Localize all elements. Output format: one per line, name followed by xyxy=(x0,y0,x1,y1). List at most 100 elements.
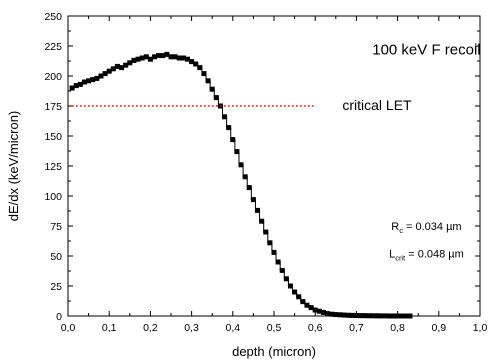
y-tick-label: 175 xyxy=(44,101,62,113)
data-point xyxy=(308,305,314,311)
data-point xyxy=(226,125,232,131)
x-tick-label: 0,3 xyxy=(184,322,199,334)
range-annotation: Rc = 0.034 µm xyxy=(391,221,461,235)
data-point xyxy=(156,53,162,59)
data-point xyxy=(238,162,244,168)
data-point xyxy=(209,86,215,92)
data-point xyxy=(189,59,195,65)
critical-length-annotation: Lcrit = 0.048 µm xyxy=(389,249,464,263)
data-point xyxy=(283,276,289,282)
data-point xyxy=(102,71,108,77)
x-tick-label: 0,4 xyxy=(225,322,240,334)
data-point xyxy=(250,197,256,203)
data-point xyxy=(267,240,273,246)
chart-annotation-recoil: 100 keV F recoil xyxy=(372,42,480,59)
data-point xyxy=(94,75,100,81)
data-point xyxy=(98,73,104,79)
data-point xyxy=(300,299,306,305)
y-tick-label: 25 xyxy=(50,281,62,293)
data-point xyxy=(184,56,190,62)
x-tick-label: 0,8 xyxy=(390,322,405,334)
data-point xyxy=(110,66,116,72)
y-tick-label: 150 xyxy=(44,131,62,143)
x-tick-label: 0,9 xyxy=(431,322,446,334)
data-point xyxy=(292,289,298,295)
data-point xyxy=(316,308,322,314)
data-point xyxy=(333,312,339,318)
data-point xyxy=(131,57,137,63)
x-tick-label: 0,2 xyxy=(143,322,158,334)
data-point xyxy=(329,311,335,317)
data-point xyxy=(222,114,228,120)
data-point xyxy=(69,85,75,91)
data-point xyxy=(246,185,252,191)
data-series-step xyxy=(70,53,413,317)
x-tick-label: 0,5 xyxy=(267,322,282,334)
plot-frame xyxy=(67,15,481,317)
data-point xyxy=(242,174,248,180)
annotations: 100 keV F recoil critical LET Rc = 0.034 µ… xyxy=(342,42,480,263)
data-point xyxy=(193,61,199,67)
data-point xyxy=(296,294,302,300)
data-point xyxy=(168,54,174,60)
x-tick-label: 0,0 xyxy=(61,322,76,334)
data-point xyxy=(201,71,207,77)
data-point xyxy=(114,63,120,69)
data-point xyxy=(123,62,129,68)
data-point xyxy=(275,259,281,265)
data-point xyxy=(172,54,178,60)
data-point xyxy=(119,65,125,71)
data-point xyxy=(106,68,112,74)
data-point xyxy=(160,53,166,59)
y-tick-label: 50 xyxy=(50,251,62,263)
data-point xyxy=(213,95,219,101)
y-tick-label: 0 xyxy=(56,311,62,323)
data-point xyxy=(320,309,326,315)
x-tick-label: 0,6 xyxy=(308,322,323,334)
data-point xyxy=(164,51,170,57)
data-point xyxy=(279,267,285,273)
data-point xyxy=(147,56,153,62)
series-step-line xyxy=(70,53,413,317)
y-tick-label: 250 xyxy=(44,11,62,23)
x-axis-ticks: 0,0 0,1 0,2 0,3 0,4 0,5 0,6 0,7 0,8 0,9 1,0 xyxy=(61,16,488,334)
data-point xyxy=(259,218,265,224)
x-tick-label: 0,7 xyxy=(349,322,364,334)
data-point xyxy=(77,81,83,87)
y-tick-label: 100 xyxy=(44,191,62,203)
data-point xyxy=(176,55,182,61)
data-point xyxy=(81,79,87,85)
y-tick-label: 125 xyxy=(44,161,62,173)
data-point xyxy=(230,137,236,143)
x-tick-label: 1,0 xyxy=(473,322,488,334)
data-point xyxy=(271,249,277,255)
data-point xyxy=(197,65,203,71)
data-point xyxy=(143,54,149,60)
data-point xyxy=(325,311,331,317)
y-tick-label: 75 xyxy=(50,221,62,233)
data-point xyxy=(234,149,240,155)
data-point xyxy=(139,55,145,61)
data-point xyxy=(90,77,96,83)
data-point xyxy=(180,55,186,61)
data-point xyxy=(152,54,158,60)
data-point xyxy=(127,60,133,66)
y-axis-ticks: 0 25 50 75 100 125 150 175 200 225 250 xyxy=(44,11,480,323)
data-point xyxy=(337,312,343,318)
data-point xyxy=(86,78,92,84)
data-point xyxy=(349,312,355,318)
data-point xyxy=(73,83,79,89)
data-point xyxy=(312,307,318,313)
data-point xyxy=(287,283,293,289)
data-point xyxy=(255,207,261,213)
y-axis-label: dE/dx (keV/micron) xyxy=(6,111,21,222)
x-tick-label: 0,1 xyxy=(102,322,117,334)
data-series-markers xyxy=(69,51,413,319)
data-point xyxy=(205,78,211,84)
data-point xyxy=(341,312,347,318)
critical-let-label: critical LET xyxy=(342,97,412,113)
y-tick-label: 225 xyxy=(44,41,62,53)
data-point xyxy=(345,312,351,318)
y-tick-label: 200 xyxy=(44,71,62,83)
